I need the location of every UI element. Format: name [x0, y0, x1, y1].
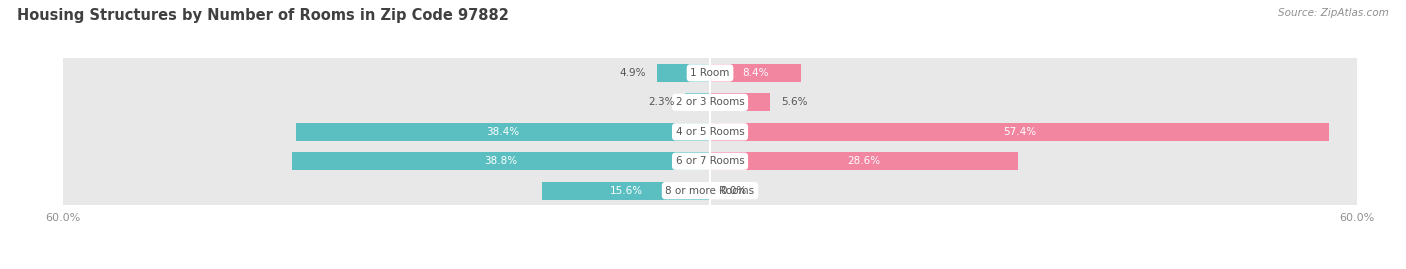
- Bar: [657, 64, 710, 82]
- Legend: Owner-occupied, Renter-occupied: Owner-occupied, Renter-occupied: [591, 266, 830, 269]
- Text: 57.4%: 57.4%: [1002, 127, 1036, 137]
- Bar: [63, 176, 710, 206]
- Text: 5.6%: 5.6%: [782, 97, 807, 107]
- Text: 6 or 7 Rooms: 6 or 7 Rooms: [676, 156, 744, 166]
- Text: 2.3%: 2.3%: [648, 97, 675, 107]
- Text: 2 or 3 Rooms: 2 or 3 Rooms: [676, 97, 744, 107]
- Text: 8 or more Rooms: 8 or more Rooms: [665, 186, 755, 196]
- Text: 1 Room: 1 Room: [690, 68, 730, 78]
- Bar: [710, 58, 1357, 88]
- Bar: [297, 123, 710, 141]
- Text: Source: ZipAtlas.com: Source: ZipAtlas.com: [1278, 8, 1389, 18]
- Text: 15.6%: 15.6%: [609, 186, 643, 196]
- Bar: [685, 93, 710, 111]
- Text: 28.6%: 28.6%: [848, 156, 880, 166]
- Bar: [710, 123, 1329, 141]
- Text: 38.4%: 38.4%: [486, 127, 520, 137]
- Text: 0.0%: 0.0%: [721, 186, 747, 196]
- Bar: [710, 147, 1357, 176]
- Bar: [63, 117, 710, 147]
- Text: Housing Structures by Number of Rooms in Zip Code 97882: Housing Structures by Number of Rooms in…: [17, 8, 509, 23]
- Text: 38.8%: 38.8%: [484, 156, 517, 166]
- Bar: [292, 152, 710, 170]
- Bar: [541, 182, 710, 200]
- Bar: [63, 147, 710, 176]
- Bar: [710, 93, 770, 111]
- Text: 4 or 5 Rooms: 4 or 5 Rooms: [676, 127, 744, 137]
- Bar: [710, 176, 1357, 206]
- Bar: [710, 88, 1357, 117]
- Bar: [710, 152, 1018, 170]
- Text: 4.9%: 4.9%: [620, 68, 647, 78]
- Bar: [63, 58, 710, 88]
- Bar: [710, 117, 1357, 147]
- Bar: [710, 64, 800, 82]
- Text: 8.4%: 8.4%: [742, 68, 769, 78]
- Bar: [63, 88, 710, 117]
